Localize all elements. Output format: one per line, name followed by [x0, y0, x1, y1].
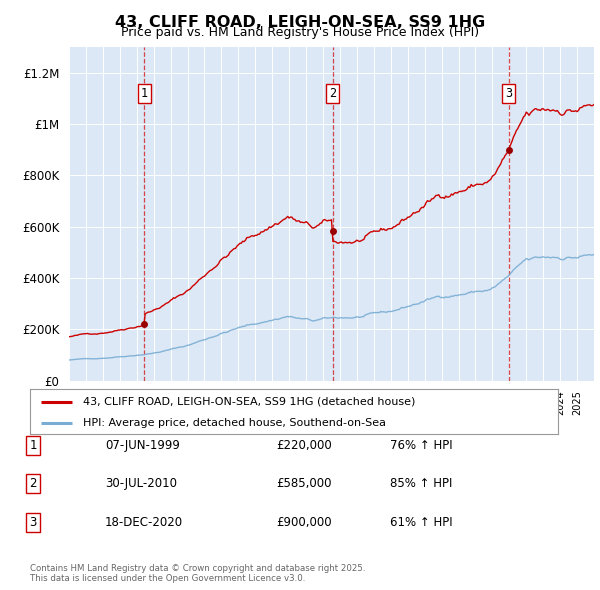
Text: 1: 1 [29, 439, 37, 452]
Text: 85% ↑ HPI: 85% ↑ HPI [390, 477, 452, 490]
Text: 2: 2 [29, 477, 37, 490]
Text: 1: 1 [140, 87, 148, 100]
Text: Contains HM Land Registry data © Crown copyright and database right 2025.
This d: Contains HM Land Registry data © Crown c… [30, 563, 365, 583]
Text: £585,000: £585,000 [276, 477, 331, 490]
Text: 18-DEC-2020: 18-DEC-2020 [105, 516, 183, 529]
Text: 61% ↑ HPI: 61% ↑ HPI [390, 516, 452, 529]
Text: 07-JUN-1999: 07-JUN-1999 [105, 439, 180, 452]
Text: 43, CLIFF ROAD, LEIGH-ON-SEA, SS9 1HG (detached house): 43, CLIFF ROAD, LEIGH-ON-SEA, SS9 1HG (d… [83, 397, 415, 407]
Text: HPI: Average price, detached house, Southend-on-Sea: HPI: Average price, detached house, Sout… [83, 418, 386, 428]
Text: 3: 3 [505, 87, 512, 100]
Text: 3: 3 [29, 516, 37, 529]
Text: Price paid vs. HM Land Registry's House Price Index (HPI): Price paid vs. HM Land Registry's House … [121, 26, 479, 39]
Text: £900,000: £900,000 [276, 516, 332, 529]
Text: 30-JUL-2010: 30-JUL-2010 [105, 477, 177, 490]
Text: 43, CLIFF ROAD, LEIGH-ON-SEA, SS9 1HG: 43, CLIFF ROAD, LEIGH-ON-SEA, SS9 1HG [115, 15, 485, 30]
Text: 2: 2 [329, 87, 337, 100]
Text: £220,000: £220,000 [276, 439, 332, 452]
Text: 76% ↑ HPI: 76% ↑ HPI [390, 439, 452, 452]
